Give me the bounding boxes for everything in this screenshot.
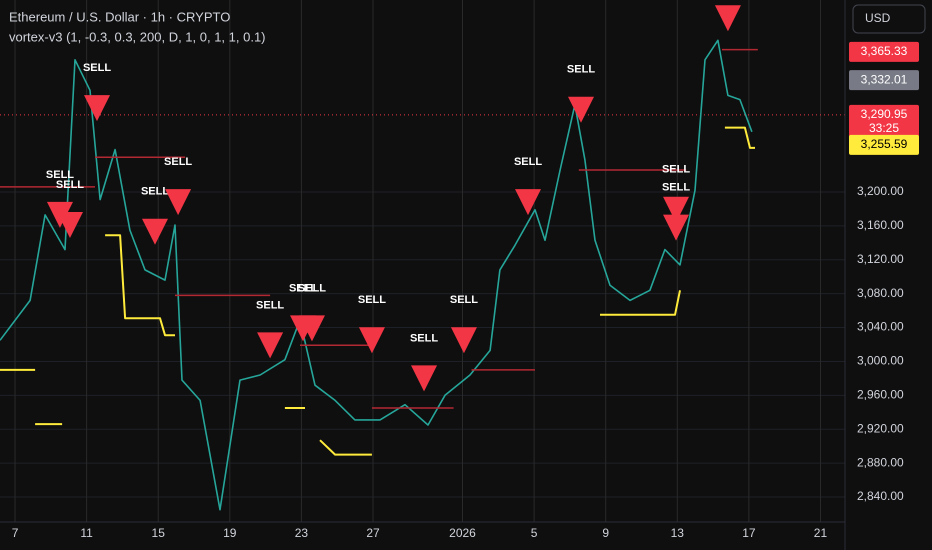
sell-marker: [714, 5, 741, 32]
y-tick-label: 2,960.00: [857, 388, 904, 402]
sell-marker: [450, 327, 477, 354]
currency-button[interactable]: [852, 4, 926, 34]
currency-label[interactable]: USD: [865, 11, 891, 25]
series-line: [0, 48, 758, 409]
sell-label: SELL: [141, 186, 169, 198]
price-badge: [849, 41, 919, 62]
sell-marker: [298, 315, 325, 342]
sell-label: SELL: [256, 299, 284, 311]
countdown-label: 33:25: [869, 121, 899, 135]
sell-label: SELL: [410, 332, 438, 344]
sell-marker: [663, 196, 690, 223]
y-tick-label: 2,880.00: [857, 455, 904, 469]
x-tick-label: 23: [295, 526, 309, 540]
x-tick-label: 9: [602, 526, 609, 540]
y-tick-label: 3,080.00: [857, 286, 904, 300]
y-tick-label: 3,200.00: [857, 184, 904, 198]
x-tick-label: 21: [814, 526, 828, 540]
sell-label: SELL: [83, 62, 111, 74]
sell-label: SELL: [662, 181, 690, 193]
sell-marker: [142, 218, 169, 245]
sell-label: SELL: [567, 64, 595, 76]
sell-marker: [257, 332, 284, 359]
sell-marker: [567, 96, 594, 123]
price-badge: [849, 134, 919, 155]
y-tick-label: 3,120.00: [857, 252, 904, 266]
price-badge: [849, 104, 919, 139]
sell-marker: [358, 327, 385, 354]
chart-title: Ethereum / U.S. Dollar · 1h · CRYPTO: [9, 9, 230, 24]
sell-label: SELL: [298, 282, 326, 294]
x-tick-label: 11: [80, 526, 93, 540]
sell-label: SELL: [56, 179, 84, 191]
sell-label: SELL: [662, 164, 690, 176]
sell-label: SELL: [164, 156, 192, 168]
sell-marker: [411, 365, 438, 392]
x-tick-label: 15: [152, 526, 166, 540]
x-tick-label: 2026: [449, 526, 476, 540]
x-tick-label: 7: [12, 526, 19, 540]
y-tick-label: 3,000.00: [857, 354, 904, 368]
sell-marker: [56, 212, 83, 239]
sell-marker: [663, 214, 690, 241]
sell-label: SELL: [289, 282, 317, 294]
sell-label: SELL: [514, 156, 542, 168]
sell-label: SELL: [46, 169, 74, 181]
price-badge-label: 3,332.01: [861, 72, 908, 86]
indicator-label: vortex-v3 (1, -0.3, 0.3, 200, D, 1, 0, 1…: [9, 29, 266, 44]
sell-marker: [515, 189, 542, 216]
price-badge-label: 3,255.59: [861, 137, 908, 151]
x-tick-label: 19: [223, 526, 237, 540]
x-tick-label: 17: [742, 526, 756, 540]
price-badge-label: 3,290.95: [861, 107, 908, 121]
sell-label: SELL: [450, 294, 478, 306]
x-tick-label: 5: [531, 526, 538, 540]
plot-area: SELLSELLSELLSELLSELLSELLSELLSELLSELLSELL…: [0, 0, 845, 522]
y-tick-label: 3,040.00: [857, 320, 904, 334]
sell-marker: [84, 95, 111, 122]
price-badge-label: 3,365.33: [861, 44, 908, 58]
x-tick-label: 13: [671, 526, 685, 540]
y-tick-label: 3,160.00: [857, 218, 904, 232]
series-line: [0, 39, 753, 511]
sell-marker: [165, 189, 192, 216]
x-tick-label: 27: [366, 526, 380, 540]
y-tick-label: 2,920.00: [857, 421, 904, 435]
y-tick-label: 2,840.00: [857, 489, 904, 503]
price-badge: [849, 70, 919, 91]
sell-label: SELL: [358, 294, 386, 306]
series-line: [0, 126, 755, 456]
